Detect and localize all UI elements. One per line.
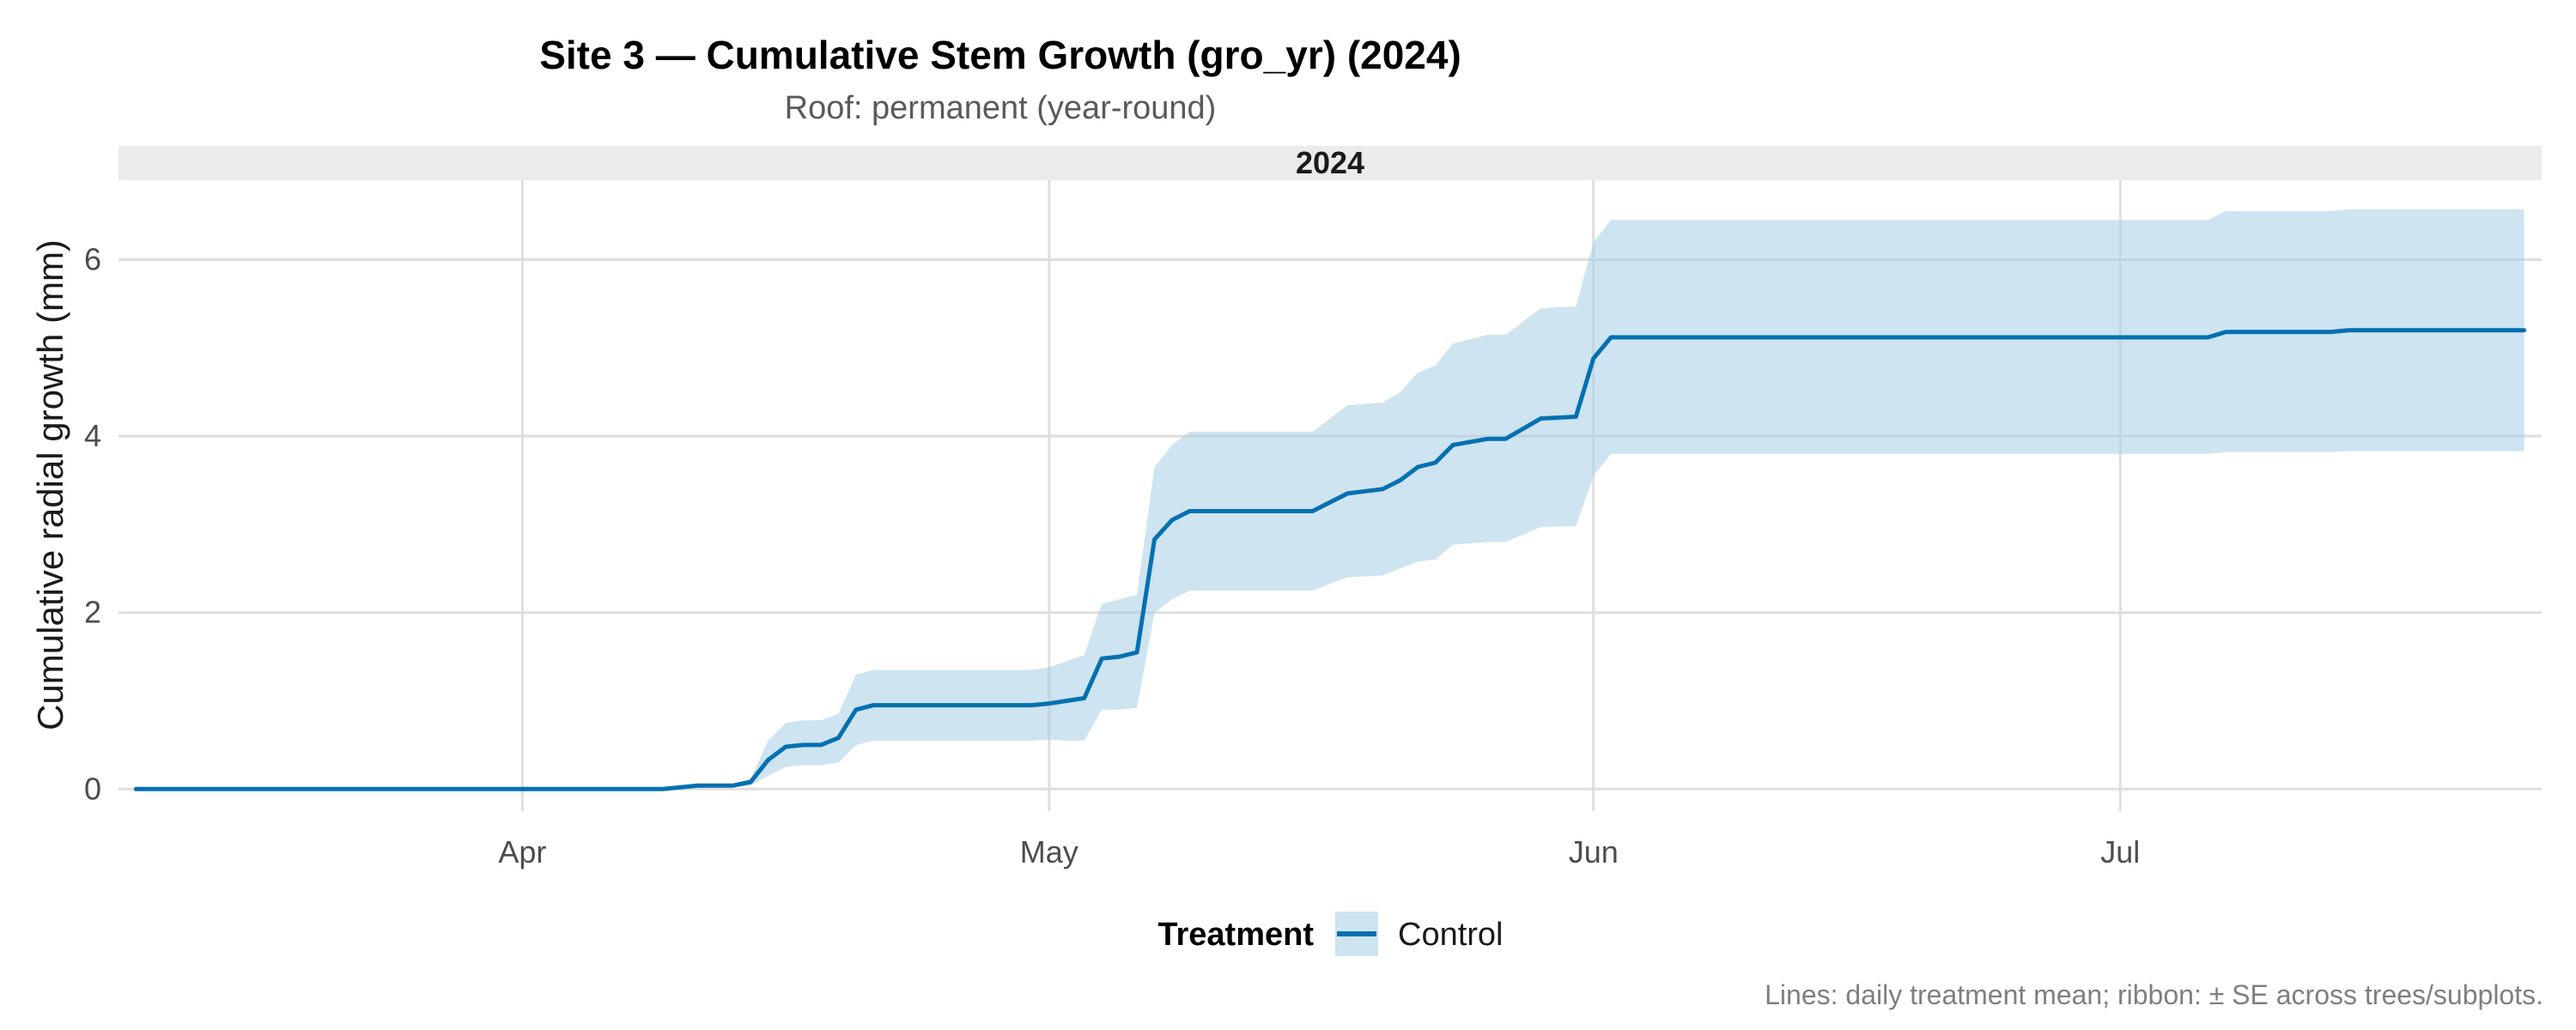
facet-strip-label: 2024 bbox=[1296, 145, 1364, 180]
x-tick-label: Jul bbox=[2100, 834, 2140, 869]
x-tick-label: Jun bbox=[1569, 834, 1619, 869]
y-tick-label: 6 bbox=[84, 242, 101, 277]
mean-line-group bbox=[133, 328, 2527, 791]
y-tick-label: 0 bbox=[84, 771, 101, 806]
se-ribbon-group bbox=[136, 209, 2524, 790]
chart-caption: Lines: daily treatment mean; ribbon: ± S… bbox=[1765, 979, 2543, 1010]
legend: Treatment Control bbox=[1157, 912, 1504, 956]
x-tick-label: Apr bbox=[498, 834, 546, 869]
mean-line-control bbox=[133, 328, 2527, 791]
y-tick-label: 2 bbox=[84, 595, 101, 630]
chart-subtitle: Roof: permanent (year-round) bbox=[785, 90, 1217, 126]
chart-title: Site 3 — Cumulative Stem Growth (gro_yr)… bbox=[539, 33, 1461, 77]
x-tick-label: May bbox=[1020, 834, 1078, 869]
se-ribbon-control bbox=[136, 209, 2524, 790]
legend-label-control: Control bbox=[1398, 917, 1504, 953]
y-axis-label: Cumulative radial growth (mm) bbox=[30, 239, 70, 730]
facet-strip bbox=[118, 146, 2542, 180]
axis-tick-labels: 0 2 4 6 Apr May Jun Jul bbox=[84, 242, 2140, 869]
legend-title: Treatment bbox=[1157, 917, 1314, 953]
y-tick-label: 4 bbox=[84, 418, 101, 453]
